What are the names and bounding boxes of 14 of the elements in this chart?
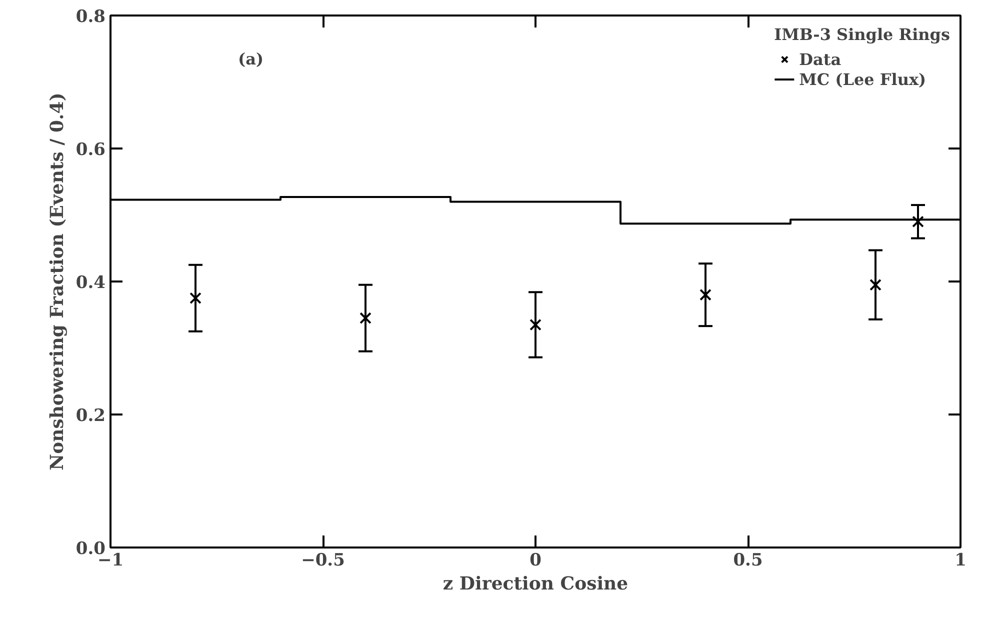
legend-title: IMB-3 Single Rings xyxy=(774,25,950,44)
legend-label: MC (Lee Flux) xyxy=(799,70,926,88)
legend-label: Data xyxy=(799,50,842,68)
y-axis-title: Nonshowering Fraction (Events / 0.4) xyxy=(46,92,68,470)
x-tick-label: 0.5 xyxy=(733,550,763,570)
x-tick-label: 1 xyxy=(954,550,966,570)
annotation: (a) xyxy=(238,50,264,69)
y-tick-label: 0.6 xyxy=(76,140,106,160)
x-tick-label: −0.5 xyxy=(301,550,345,570)
y-tick-label: 0.8 xyxy=(76,7,106,27)
y-tick-label: 0.4 xyxy=(76,273,106,293)
x-axis-title: z Direction Cosine xyxy=(442,574,628,594)
y-tick-label: 0.2 xyxy=(76,406,106,426)
x-tick-label: 0 xyxy=(530,550,542,570)
